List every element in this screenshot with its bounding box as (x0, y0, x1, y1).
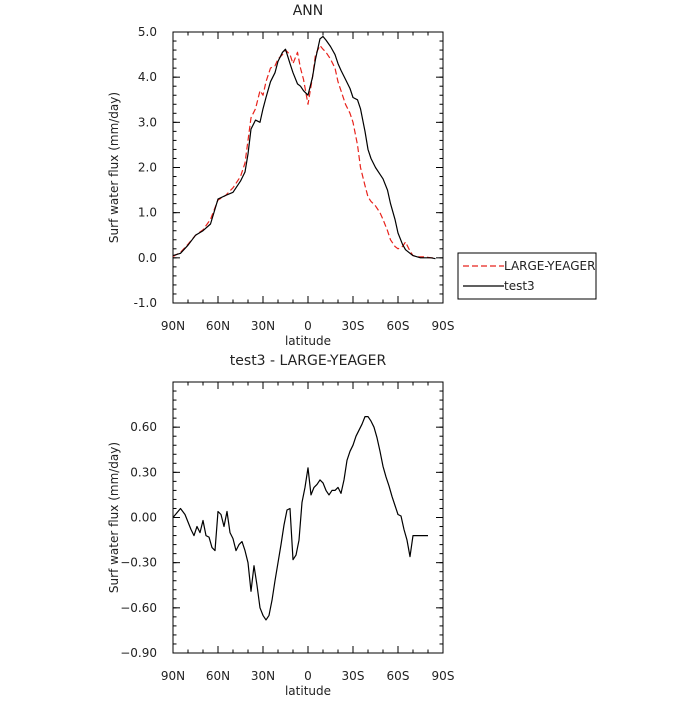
series-line-2 (172, 35, 436, 260)
x-tick-label: 90S (432, 669, 455, 683)
plot-frame (172, 381, 444, 654)
x-tick-label: 60N (206, 669, 230, 683)
legend-label-1: LARGE-YEAGER (504, 259, 595, 273)
plot-frame (172, 31, 444, 304)
y-tick-label: -1.0 (134, 296, 157, 310)
x-tick-label: 30N (251, 669, 275, 683)
x-tick-label: 30N (251, 319, 275, 333)
x-axis-label: latitude (285, 334, 331, 348)
chart-title: test3 - LARGE-YEAGER (230, 353, 387, 369)
y-axis-label: Surf water flux (mm/day) (107, 92, 121, 243)
y-tick-label: 0.60 (130, 420, 157, 434)
y-axis-label: Surf water flux (mm/day) (107, 442, 121, 593)
x-tick-label: 0 (304, 669, 312, 683)
series-line-1 (172, 44, 436, 259)
x-tick-label: 90N (161, 669, 185, 683)
y-tick-label: 0.30 (130, 465, 157, 479)
legend-label-2: test3 (504, 279, 535, 293)
x-tick-label: 30S (342, 669, 365, 683)
y-tick-label: 0.0 (138, 251, 157, 265)
legend: LARGE-YEAGER test3 (457, 252, 597, 300)
y-tick-label: 1.0 (138, 206, 157, 220)
x-tick-label: 60S (387, 669, 410, 683)
y-tick-label: 0.00 (130, 511, 157, 525)
y-tick-label: 4.0 (138, 70, 157, 84)
chart-title: ANN (293, 3, 324, 19)
x-tick-label: 30S (342, 319, 365, 333)
x-tick-label: 60N (206, 319, 230, 333)
x-axis-label: latitude (285, 684, 331, 698)
x-tick-label: 0 (304, 319, 312, 333)
legend-box (457, 252, 597, 300)
x-tick-label: 60S (387, 319, 410, 333)
y-tick-label: −0.30 (120, 556, 157, 570)
chart-panel-1: ANN -1.0 0.0 1.0 2.0 3.0 4.0 5.0 90N 60N 30N 0 30S 60… (107, 3, 597, 348)
y-tick-label: −0.90 (120, 646, 157, 660)
chart-panel-2: test3 - LARGE-YEAGER −0.90 −0.60 −0.30 0.00 0… (107, 353, 454, 698)
x-tick-label: 90S (432, 319, 455, 333)
x-tick-label: 90N (161, 319, 185, 333)
y-tick-label: −0.60 (120, 601, 157, 615)
y-tick-label: 5.0 (138, 25, 157, 39)
y-tick-label: 2.0 (138, 161, 157, 175)
y-tick-label: 3.0 (138, 115, 157, 129)
series-line-1 (172, 416, 428, 621)
